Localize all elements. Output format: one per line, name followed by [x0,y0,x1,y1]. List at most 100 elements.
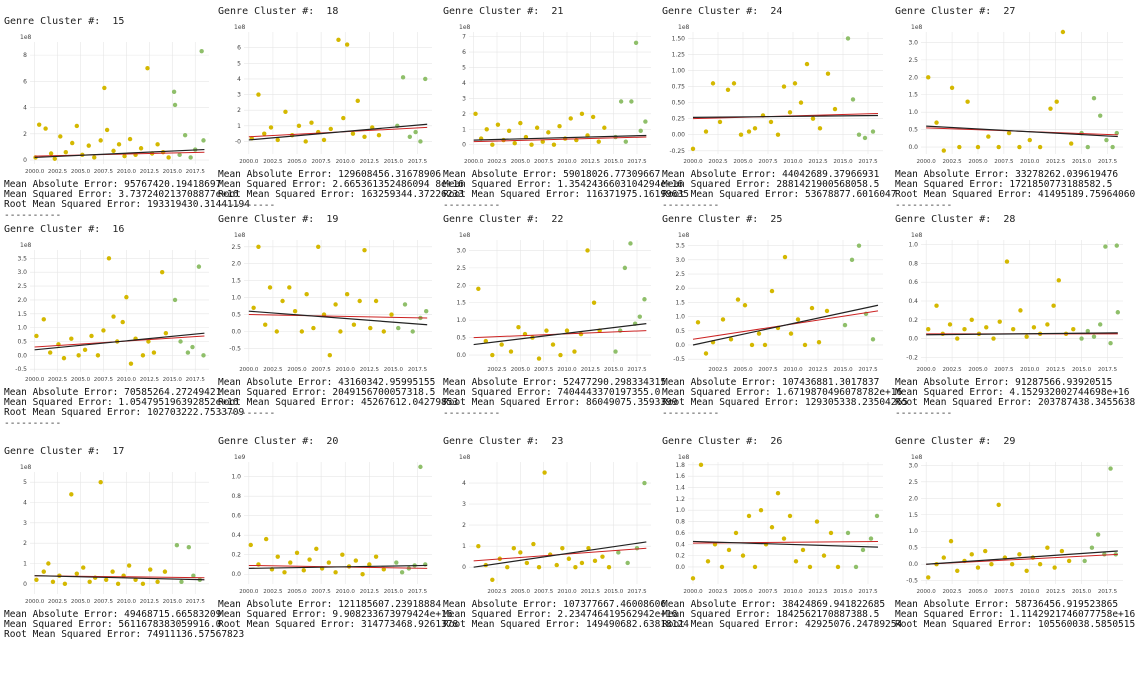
train-point [128,361,134,366]
train-point [263,322,268,327]
x-tick-label: 2010.0 [783,159,803,165]
train-point [524,560,530,566]
x-tick-label: 2007.5 [758,159,778,165]
train-point [758,508,764,513]
x-tick-label: 2015.0 [604,589,624,595]
train-point [965,99,970,104]
train-point [572,349,577,354]
x-tick-label: 2015.0 [384,589,404,595]
train-point [166,155,171,160]
train-point [568,116,573,121]
x-tick-label: 2007.5 [758,367,778,373]
test-point [856,243,862,248]
train-point [1071,326,1076,332]
test-point [634,546,640,551]
train-point [560,546,565,551]
fit-line-black [34,148,205,159]
train-point [816,339,822,345]
x-tick-label: 2005.0 [968,367,988,373]
train-point [592,558,598,564]
mean-absolute-error: Mean Absolute Error: 129608456.31678906 [218,169,442,180]
x-tick-label: 2017.5 [408,589,428,595]
train-point [948,538,954,544]
train-point [551,142,557,147]
train-point [160,149,166,155]
y-tick-label: 0.0 [456,352,466,359]
y-tick-label: -0.5 [15,366,27,373]
train-point [602,125,607,130]
y-tick-label: 1.5 [908,512,918,519]
x-tick-label: 2005.0 [71,377,91,383]
y-tick-label: -0.2 [906,354,918,361]
train-point [70,140,75,146]
train-point [98,138,103,143]
train-point [986,134,991,139]
x-tick-label: 2005.0 [733,159,753,165]
x-tick-label: 2002.5 [263,589,283,595]
fit-line-black [473,541,647,568]
mean-absolute-error: Mean Absolute Error: 33278262.039619476 [895,169,1119,180]
x-tick-label: 2010.0 [117,377,137,383]
mean-absolute-error: Mean Absolute Error: 58736456.919523865 [895,599,1119,610]
train-point [362,247,367,253]
cluster-number: 17 [112,446,125,457]
x-tick-label: 2012.5 [360,367,380,373]
test-point [423,76,428,82]
train-point [1037,562,1043,567]
fit-line-black [248,123,428,141]
separator: ---------- [4,210,62,221]
train-point [975,144,981,150]
scale-label: 1e8 [459,232,471,239]
test-point [862,135,868,141]
train-point [326,560,332,565]
fit-line-black [34,575,205,581]
separator: ---------- [895,200,953,211]
train-point [81,565,86,570]
x-tick-label: 2017.5 [627,367,647,373]
train-point [949,85,955,90]
train-point [941,148,946,153]
train-point [151,350,157,355]
cluster-title: Genre Cluster #: 17 [4,446,124,457]
cluster-title: Genre Cluster #: 22 [443,214,563,225]
root-mean-squared-error: Root Mean Squared Error: 149490682.63818… [443,619,689,631]
test-point [1095,532,1101,537]
test-point [1108,341,1113,346]
x-tick-label: 2012.5 [140,599,160,605]
y-tick-label: 7 [462,34,466,41]
train-point [600,554,605,559]
train-point [490,577,495,582]
test-point [1091,96,1097,101]
x-tick-label: 2012.5 [808,367,828,373]
train-point [573,564,578,570]
train-point [810,116,816,121]
y-tick-label: 1.5 [456,300,466,307]
train-point [274,329,279,334]
root-mean-squared-error: Root Mean Squared Error: 105560038.58505… [895,619,1135,631]
train-point [955,568,960,574]
train-point [251,305,256,310]
test-point [633,40,639,46]
y-tick-label: 0.2 [675,553,685,560]
y-tick-label: -0.25 [669,148,685,155]
test-point [628,241,633,246]
train-point [705,559,711,564]
y-tick-label: 1.0 [675,314,685,321]
y-tick-label: 3 [237,92,241,99]
scale-label: 1e8 [20,34,32,41]
train-point [752,126,758,131]
train-point [1006,130,1012,136]
train-point [69,492,74,497]
scale-label: 1e8 [20,464,32,471]
train-point [283,109,288,114]
train-point [554,562,559,568]
train-point [740,553,746,558]
x-tick-label: 2012.5 [581,367,601,373]
mean-squared-error: Mean Squared Error: 2.665361352486094 8e… [218,179,464,191]
train-point [505,564,510,570]
train-point [126,563,132,568]
root-mean-squared-error: Root Mean Squared Error: 53678877.601604… [662,189,897,201]
cluster-number: 20 [326,436,339,447]
train-point [69,336,74,341]
